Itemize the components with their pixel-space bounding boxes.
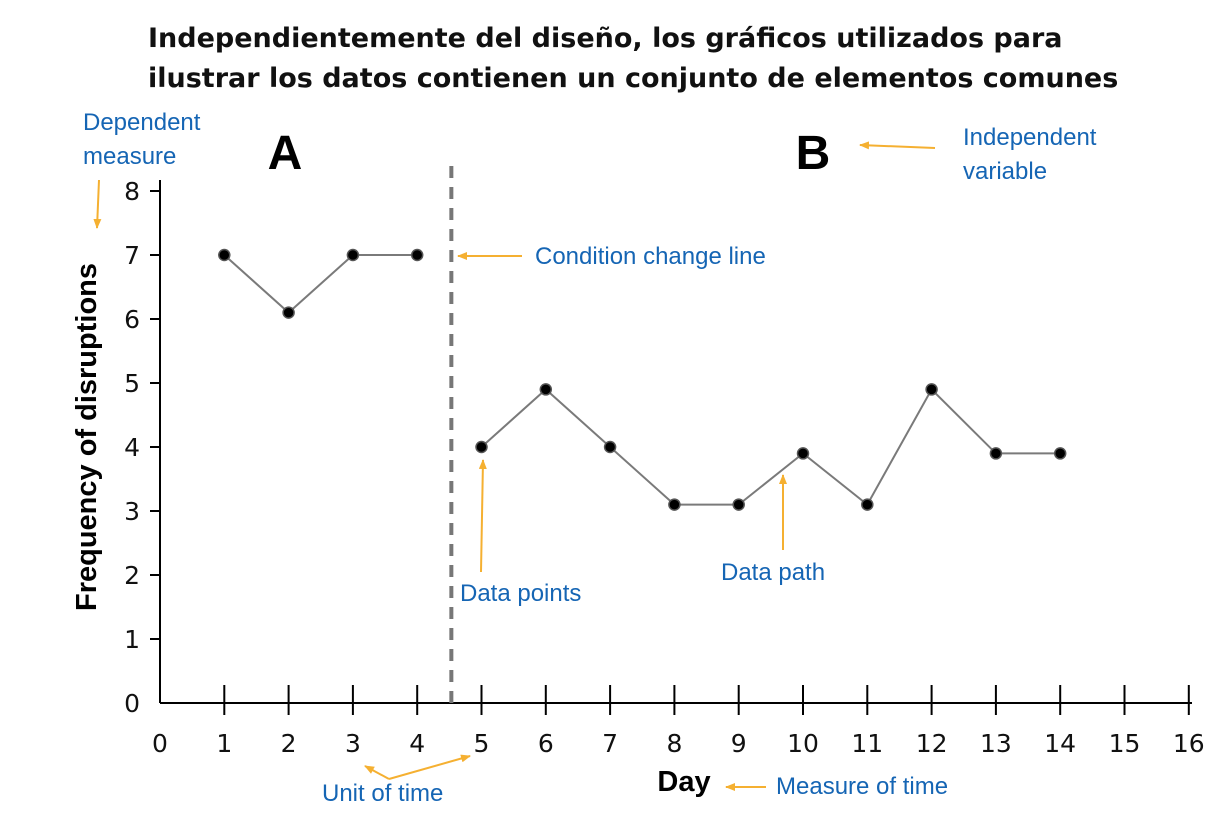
x-tick-label: 15 bbox=[1109, 729, 1141, 758]
x-tick-label: 10 bbox=[787, 729, 819, 758]
y-tick-label: 4 bbox=[124, 433, 140, 462]
data-point bbox=[732, 498, 745, 511]
x-tick-label: 12 bbox=[916, 729, 948, 758]
x-tick-label: 14 bbox=[1044, 729, 1076, 758]
data-point bbox=[282, 306, 295, 319]
annotation-dependent-measure-line-1: Dependent bbox=[83, 109, 201, 136]
x-tick-label: 6 bbox=[538, 729, 554, 758]
data-point bbox=[668, 498, 681, 511]
data-point bbox=[796, 447, 810, 460]
data-point bbox=[861, 498, 874, 511]
x-tick-label: 5 bbox=[474, 729, 490, 758]
y-tick-label: 5 bbox=[124, 369, 140, 398]
annotation-data-path: Data path bbox=[721, 559, 825, 586]
annotation-unit-of-time: Unit of time bbox=[322, 780, 443, 807]
x-tick-label: 11 bbox=[851, 729, 883, 758]
chart-title-line-2: ilustrar los datos contienen un conjunto… bbox=[148, 63, 1118, 94]
phase-label-b: B bbox=[796, 127, 831, 180]
data-point bbox=[218, 248, 231, 262]
annotation-measure-of-time: Measure of time bbox=[776, 773, 948, 800]
data-point bbox=[539, 383, 553, 396]
x-axis-ticks: 0 1 2 3 4 5 6 7 8 9 10 11 12 13 14 15 16 bbox=[152, 685, 1205, 758]
x-axis-title: Day bbox=[657, 766, 710, 798]
annotation-arrows bbox=[93, 141, 936, 791]
data-point bbox=[925, 383, 938, 396]
data-paths bbox=[223, 254, 1061, 507]
x-tick-label: 8 bbox=[666, 729, 682, 758]
y-tick-label: 2 bbox=[124, 561, 140, 590]
y-tick-label: 8 bbox=[124, 177, 140, 206]
annotation-condition-change-line: Condition change line bbox=[535, 243, 766, 270]
x-tick-label: 1 bbox=[216, 729, 232, 758]
arrow-unit-of-time-right bbox=[388, 754, 471, 780]
y-tick-label: 7 bbox=[124, 241, 140, 270]
y-tick-label: 1 bbox=[124, 625, 140, 654]
chart-title-line-1: Independientemente del diseño, los gráfi… bbox=[148, 23, 1063, 54]
annotation-independent-variable-line-1: Independent bbox=[963, 124, 1097, 151]
y-axis-ticks: 0 1 2 3 4 5 6 7 8 bbox=[124, 177, 160, 718]
x-tick-label: 3 bbox=[345, 729, 361, 758]
data-points bbox=[218, 248, 1067, 511]
arrow-independent-variable bbox=[859, 141, 936, 150]
x-tick-label: 7 bbox=[602, 729, 618, 758]
data-point bbox=[475, 440, 488, 454]
annotation-data-points: Data points bbox=[460, 580, 581, 607]
y-tick-label: 0 bbox=[124, 689, 140, 718]
annotation-independent-variable-line-2: variable bbox=[963, 158, 1047, 185]
arrow-dependent-measure bbox=[93, 179, 102, 229]
data-point bbox=[410, 248, 424, 262]
arrow-unit-of-time-left bbox=[364, 765, 390, 780]
x-tick-label: 9 bbox=[731, 729, 747, 758]
data-point bbox=[1053, 447, 1067, 460]
x-tick-label: 13 bbox=[980, 729, 1012, 758]
x-tick-label: 0 bbox=[152, 729, 168, 758]
x-tick-label: 16 bbox=[1173, 729, 1205, 758]
data-point bbox=[346, 248, 360, 262]
y-axis-title: Frequency of disruptions bbox=[71, 263, 103, 611]
data-point bbox=[603, 440, 617, 454]
x-tick-label: 4 bbox=[409, 729, 425, 758]
y-tick-label: 3 bbox=[124, 497, 140, 526]
data-path-phase-a bbox=[223, 254, 418, 314]
data-path-phase-b bbox=[480, 387, 1061, 507]
phase-label-a: A bbox=[268, 127, 303, 180]
y-tick-label: 6 bbox=[124, 305, 140, 334]
annotation-dependent-measure-line-2: measure bbox=[83, 143, 176, 170]
data-point bbox=[989, 447, 1003, 460]
arrow-data-points bbox=[478, 459, 487, 573]
x-tick-label: 2 bbox=[281, 729, 297, 758]
